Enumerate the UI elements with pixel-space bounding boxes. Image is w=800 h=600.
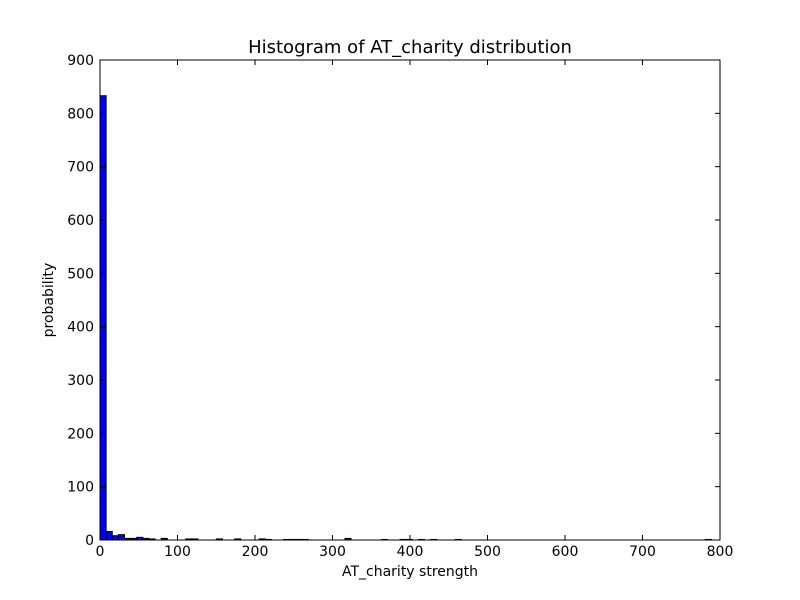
x-tick-label-2: 200 bbox=[242, 544, 269, 560]
plot-frame bbox=[99, 59, 721, 541]
x-tick-label-5: 500 bbox=[474, 544, 501, 560]
x-tick-label-0: 0 bbox=[96, 544, 105, 560]
x-tick-label-8: 800 bbox=[707, 544, 734, 560]
y-tick-label-2: 200 bbox=[67, 426, 94, 442]
x-tick-label-3: 300 bbox=[319, 544, 346, 560]
y-tick-label-6: 600 bbox=[67, 213, 94, 229]
y-tick-label-1: 100 bbox=[67, 480, 94, 496]
y-tick-label-9: 900 bbox=[67, 53, 94, 69]
ticks-group: 0 100 200 300 400 500 600 700 800 0 100 200 300 400 50… bbox=[67, 53, 733, 560]
y-tick-label-4: 400 bbox=[67, 320, 94, 336]
histogram-bar-0 bbox=[99, 95, 107, 541]
x-tick-label-4: 400 bbox=[397, 544, 424, 560]
x-tick-label-7: 700 bbox=[629, 544, 656, 560]
y-tick-label-8: 800 bbox=[67, 106, 94, 122]
y-tick-label-7: 700 bbox=[67, 160, 94, 176]
histogram-bar-3 bbox=[117, 534, 125, 541]
x-axis-label: AT_charity strength bbox=[342, 564, 478, 580]
y-axis-label: probability bbox=[41, 263, 57, 338]
histogram-bar-2 bbox=[111, 535, 119, 541]
y-tick-label-5: 500 bbox=[67, 266, 94, 282]
histogram-bar-1 bbox=[105, 530, 113, 541]
x-tick-label-6: 600 bbox=[552, 544, 579, 560]
y-tick-label-0: 0 bbox=[85, 533, 94, 549]
y-tick-label-3: 300 bbox=[67, 373, 94, 389]
chart-title: Histogram of AT_charity distribution bbox=[248, 37, 572, 58]
bars-group bbox=[99, 95, 712, 541]
x-tick-label-1: 100 bbox=[164, 544, 191, 560]
